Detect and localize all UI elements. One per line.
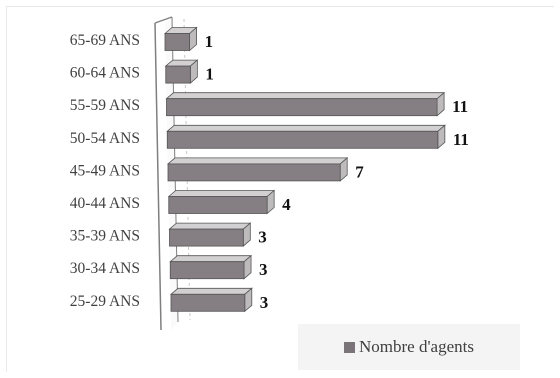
bar-front-face [166, 98, 438, 117]
bar-front-face [168, 196, 268, 214]
axis-top-edge [154, 16, 173, 24]
bar [165, 91, 446, 117]
data-label: 11 [452, 97, 468, 116]
data-label: 11 [453, 130, 469, 149]
category-label: 60-64 ANS [70, 65, 140, 82]
category-label: 55-59 ANS [70, 97, 140, 114]
bar [164, 59, 199, 84]
bar [169, 254, 253, 280]
category-label: 45-49 ANS [70, 162, 140, 179]
category-label: 40-44 ANS [70, 195, 140, 212]
bar-top-face [166, 157, 349, 165]
legend-swatch [344, 341, 356, 353]
bar [163, 26, 198, 52]
bar-front-face [165, 65, 191, 84]
bar-front-face [166, 130, 439, 149]
category-label: 50-54 ANS [70, 130, 140, 147]
bars [163, 26, 446, 313]
bar-top-face [169, 255, 253, 263]
category-labels: 65-69 ANS 60-64 ANS 55-59 ANS 50-54 ANS 45-4… [70, 32, 140, 310]
legend-label: Nombre d'agents [359, 337, 474, 356]
category-label: 35-39 ANS [70, 228, 140, 245]
category-label: 25-29 ANS [70, 293, 140, 310]
bar-top-face [167, 190, 276, 197]
chart-border-top [6, 6, 554, 7]
chart-border-left [6, 6, 7, 372]
data-label: 3 [260, 293, 269, 312]
bar-top-face [166, 124, 446, 132]
bar-front-face [170, 293, 246, 312]
bar [166, 157, 349, 182]
bar-front-face [167, 163, 341, 182]
bar-front-face [164, 33, 191, 51]
data-label: 1 [205, 65, 214, 84]
category-label: 65-69 ANS [70, 32, 140, 49]
bar [167, 189, 276, 215]
data-label: 4 [282, 195, 291, 214]
data-label: 1 [205, 32, 214, 51]
data-label: 3 [259, 260, 268, 279]
legend: Nombre d'agents [298, 324, 520, 370]
category-axis-line [154, 22, 162, 331]
bar-front-face [169, 261, 245, 280]
category-label: 30-34 ANS [70, 260, 140, 277]
bar [168, 222, 252, 247]
bar [169, 287, 253, 313]
bar-top-face [168, 222, 252, 230]
bar [166, 124, 446, 150]
bar-top-face [165, 92, 446, 100]
bar-top-face [169, 287, 253, 295]
data-label: 7 [355, 162, 364, 181]
data-label: 3 [258, 228, 267, 247]
bar-front-face [169, 228, 244, 247]
